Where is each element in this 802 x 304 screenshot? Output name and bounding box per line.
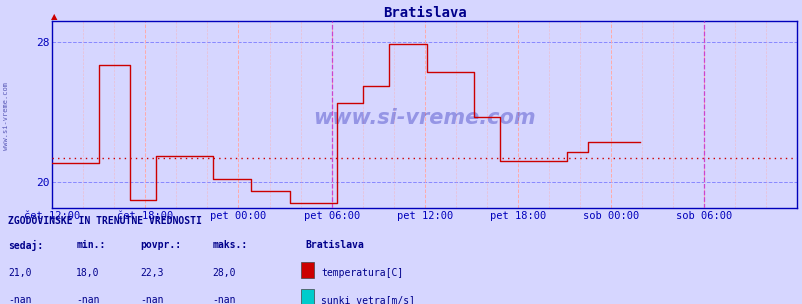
Text: www.si-vreme.com: www.si-vreme.com [313,109,536,129]
Text: -nan: -nan [213,295,236,304]
Text: sedaj:: sedaj: [8,240,43,251]
Text: 28,0: 28,0 [213,268,236,278]
Bar [301,262,314,278]
Text: ZGODOVINSKE IN TRENUTNE VREDNOSTI: ZGODOVINSKE IN TRENUTNE VREDNOSTI [8,216,201,226]
Text: min.:: min.: [76,240,106,250]
Text: -nan: -nan [76,295,99,304]
Text: www.si-vreme.com: www.si-vreme.com [3,81,10,150]
Bar [301,289,314,304]
Text: -nan: -nan [8,295,31,304]
Text: -nan: -nan [140,295,164,304]
Text: ▲: ▲ [51,12,58,21]
Text: 21,0: 21,0 [8,268,31,278]
Text: maks.:: maks.: [213,240,248,250]
Text: Bratislava: Bratislava [305,240,363,250]
Title: Bratislava: Bratislava [383,6,466,20]
Text: 18,0: 18,0 [76,268,99,278]
Text: povpr.:: povpr.: [140,240,181,250]
Text: sunki vetra[m/s]: sunki vetra[m/s] [321,295,415,304]
Text: temperatura[C]: temperatura[C] [321,268,403,278]
Text: 22,3: 22,3 [140,268,164,278]
